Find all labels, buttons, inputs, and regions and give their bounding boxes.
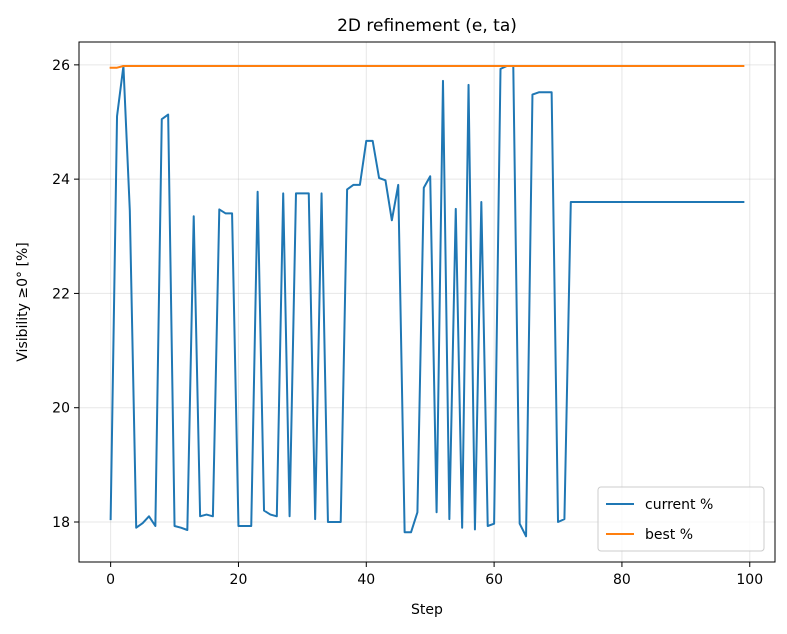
- x-tick-label: 40: [357, 572, 375, 588]
- plot-frame: [78, 41, 776, 563]
- legend-label-best: best %: [645, 527, 693, 543]
- y-tick-label: 22: [52, 286, 70, 302]
- x-tick-label: 60: [485, 572, 503, 588]
- x-tick-label: 80: [613, 572, 631, 588]
- y-axis-title: Visibility ≥0° [%]: [15, 242, 31, 361]
- x-axis: 0 20 40 60 80 100: [106, 562, 763, 588]
- chart-title: 2D refinement (e, ta): [337, 16, 517, 36]
- x-tick-label: 0: [106, 572, 115, 588]
- y-tick-label: 18: [52, 515, 70, 531]
- x-tick-label: 100: [736, 572, 763, 588]
- y-tick-label: 20: [52, 401, 70, 417]
- x-axis-title: Step: [411, 602, 443, 618]
- legend-box: [597, 486, 765, 552]
- series-group: [109, 65, 745, 538]
- series-line-current: [109, 65, 745, 538]
- series-line-best: [109, 65, 745, 69]
- y-tick-label: 24: [52, 172, 70, 188]
- y-tick-label: 26: [52, 58, 70, 74]
- legend: current % best %: [597, 486, 765, 552]
- x-tick-label: 20: [230, 572, 248, 588]
- legend-label-current: current %: [645, 497, 713, 513]
- y-axis: 18 20 22 24 26: [52, 58, 79, 531]
